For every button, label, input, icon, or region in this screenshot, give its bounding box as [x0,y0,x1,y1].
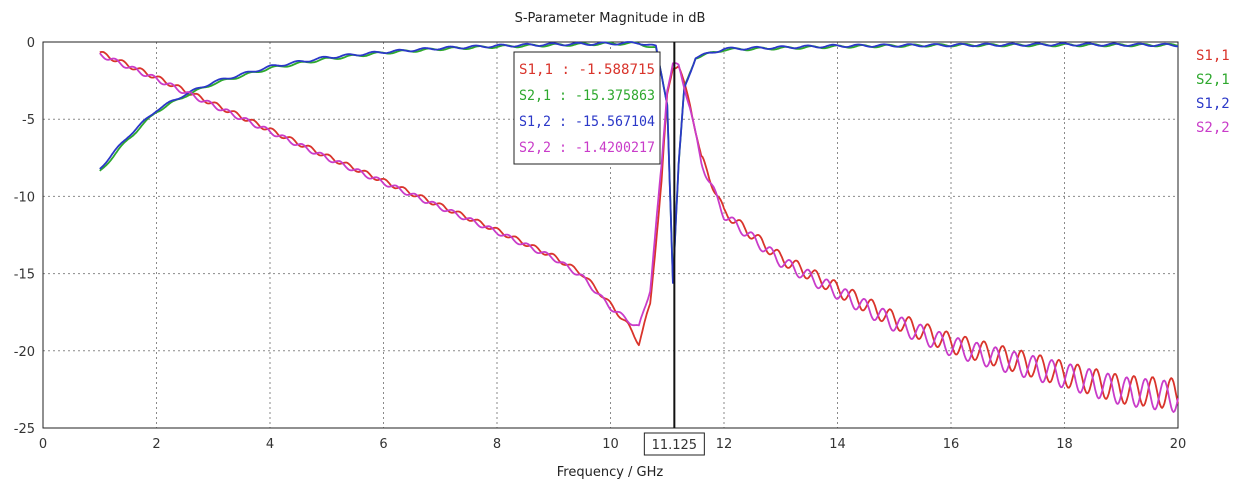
marker-readout: S2,1 : -15.375863 [519,88,655,104]
y-tick-label: -20 [14,345,35,360]
x-tick-label: 10 [602,437,619,452]
x-tick-label: 4 [266,437,274,452]
y-tick-label: -15 [14,268,35,283]
y-tick-label: 0 [27,36,35,51]
chart-title: S-Parameter Magnitude in dB [515,11,706,26]
x-tick-label: 6 [379,437,387,452]
x-tick-label: 14 [829,437,846,452]
x-tick-label: 8 [493,437,501,452]
x-tick-label: 2 [152,437,160,452]
series-layer [99,41,1179,413]
legend-item[interactable]: S1,2 [1196,96,1230,112]
marker-layer: 11.125 S1,1 : -1.588715 S2,1 : -15.375863 S… [513,42,705,456]
marker-readout: S1,1 : -1.588715 [519,62,655,78]
y-tick-label: -25 [14,422,35,437]
x-tick-label: 12 [716,437,733,452]
y-tick-label: -5 [22,113,35,128]
x-tick-label: 18 [1056,437,1073,452]
legend-item[interactable]: S2,2 [1196,120,1230,136]
legend-item[interactable]: S1,1 [1196,48,1230,64]
legend-item[interactable]: S2,1 [1196,72,1230,88]
marker-readout: S2,2 : -1.4200217 [519,140,655,156]
series-line [99,52,1179,413]
x-tick-label: 0 [39,437,47,452]
y-tick-label: -10 [14,190,35,205]
x-axis-label: Frequency / GHz [557,465,664,480]
marker-x-label-box [643,432,705,456]
series-line [99,41,1178,284]
x-tick-label: 20 [1170,437,1187,452]
marker-readout: S1,2 : -15.567104 [519,114,655,130]
marker-readout-box [513,51,661,165]
marker-x-label: 11.125 [652,438,698,453]
ticks-layer: 0 2 4 6 8 10 12 14 16 18 20 0 -5 -10 -15 -20 -25 [14,36,1187,452]
x-tick-label: 16 [943,437,960,452]
legend: S1,1 S2,1 S1,2 S2,2 [1196,48,1230,136]
